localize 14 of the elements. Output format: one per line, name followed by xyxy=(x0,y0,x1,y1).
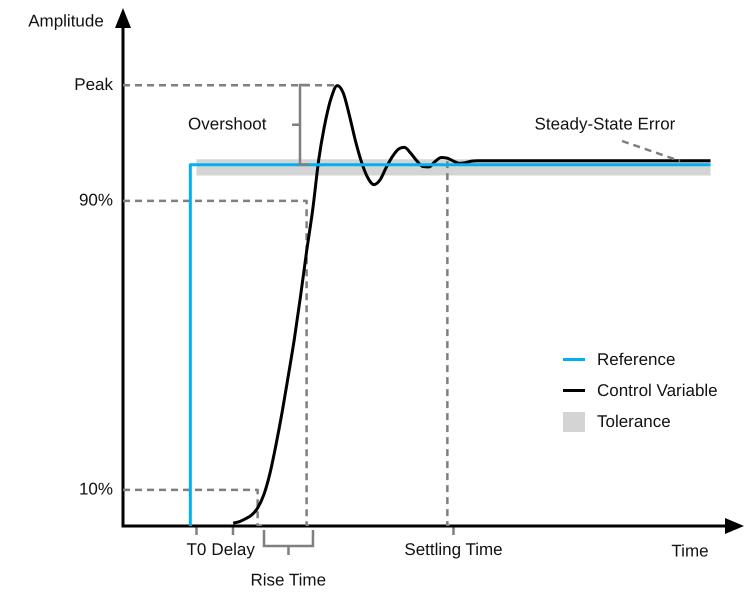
legend-label: Control Variable xyxy=(597,380,718,400)
y-tick-label: 10% xyxy=(78,480,113,499)
x-axis-title: Time xyxy=(671,542,709,561)
annotation: Overshoot xyxy=(188,114,267,134)
text: Rise Time xyxy=(250,570,326,590)
x-tick-label: Delay xyxy=(211,540,256,559)
x-tick-label: Settling Time xyxy=(404,540,503,559)
y-tick-label: 90% xyxy=(78,190,113,210)
legend-label: Reference xyxy=(597,350,676,370)
y-axis-title: Amplitude xyxy=(28,12,104,31)
annotation: Steady-State Error xyxy=(534,114,676,134)
x-tick-label: T0 xyxy=(186,540,206,559)
y-tick-label: Peak xyxy=(74,74,114,94)
legend-label: Tolerance xyxy=(597,412,671,432)
